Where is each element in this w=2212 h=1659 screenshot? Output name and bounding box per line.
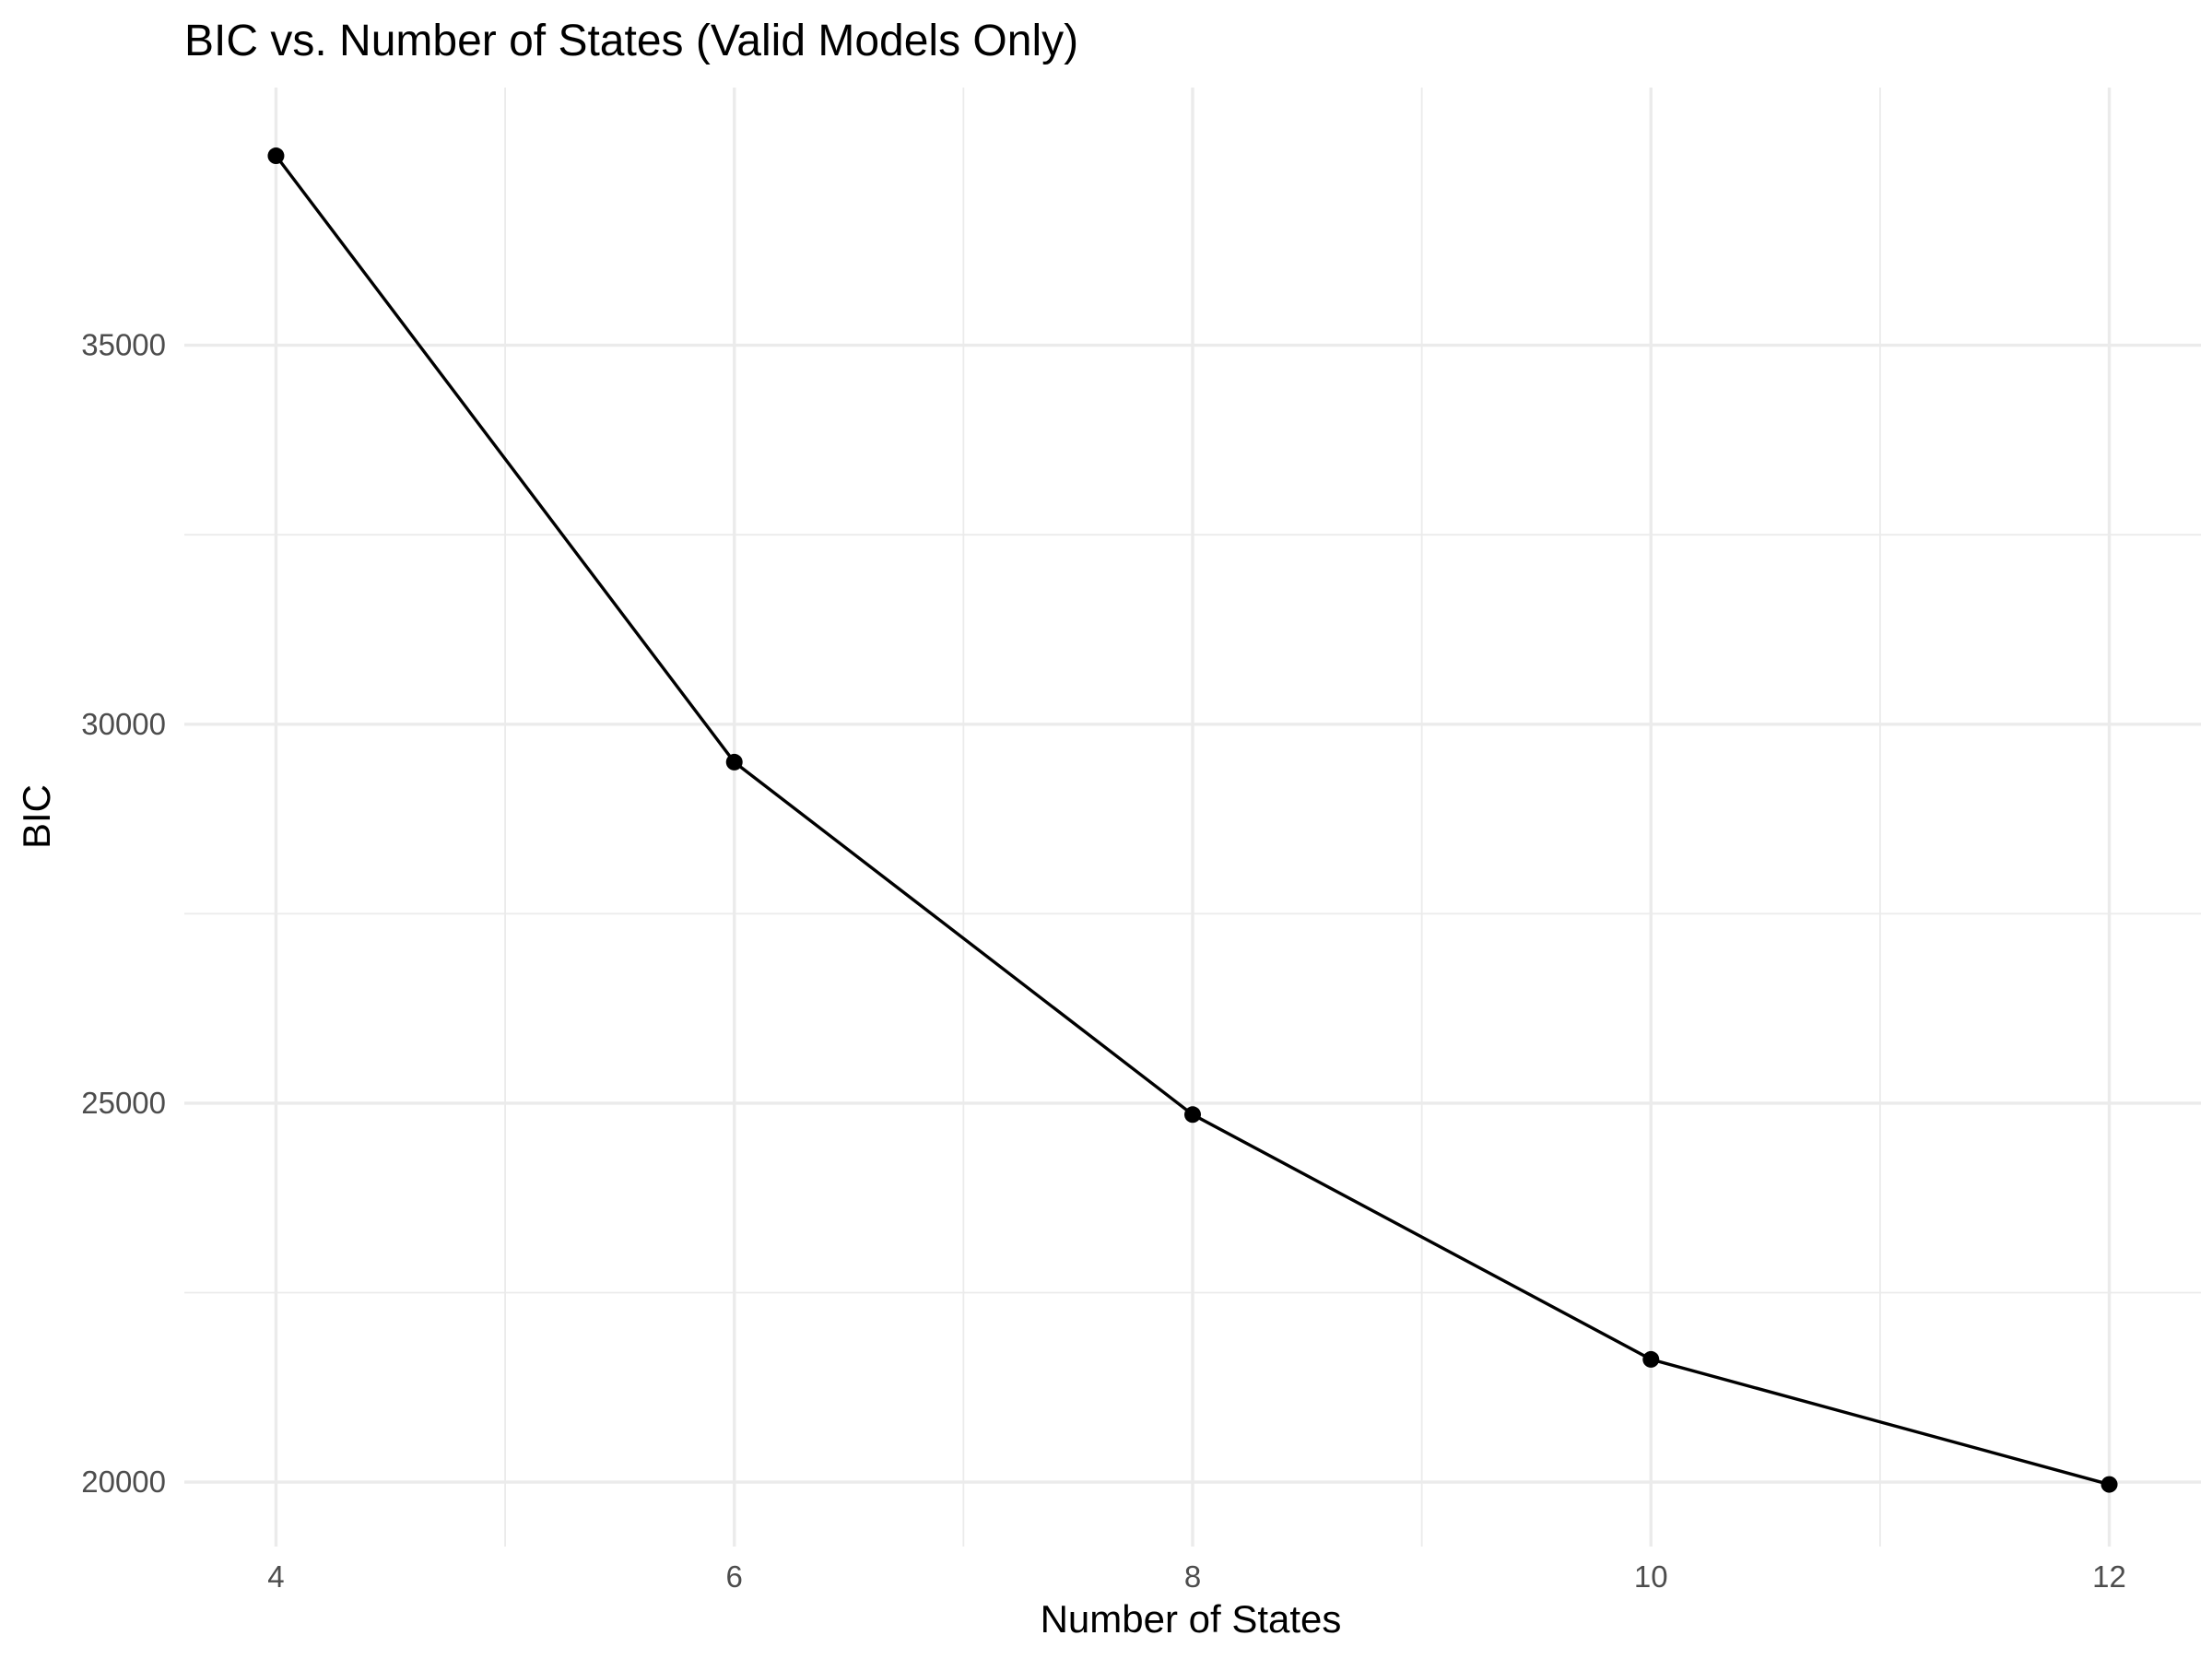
chart-title: BIC vs. Number of States (Valid Models O… xyxy=(184,17,1078,65)
x-tick-label: 6 xyxy=(726,1559,743,1594)
tick-labels: 4 6 8 10 12 20000 25000 30000 35000 xyxy=(81,328,2126,1594)
y-tick-label: 35000 xyxy=(81,328,166,362)
y-tick-label: 30000 xyxy=(81,707,166,741)
x-tick-label: 12 xyxy=(2092,1559,2126,1594)
y-tick-label: 25000 xyxy=(81,1086,166,1120)
x-tick-label: 4 xyxy=(267,1559,284,1594)
data-point-12-states xyxy=(2100,1476,2118,1493)
series-layer xyxy=(267,147,2118,1493)
y-axis-label: BIC xyxy=(15,784,58,849)
grid-lines xyxy=(184,88,2201,1547)
x-tick-label: 10 xyxy=(1634,1559,1668,1594)
data-point-8-states xyxy=(1184,1106,1201,1124)
data-point-4-states xyxy=(267,147,285,165)
data-point-10-states xyxy=(1642,1350,1660,1368)
data-point-6-states xyxy=(725,753,743,771)
x-tick-label: 8 xyxy=(1184,1559,1201,1594)
y-tick-label: 20000 xyxy=(81,1465,166,1499)
x-axis-label: Number of States xyxy=(1041,1597,1342,1641)
